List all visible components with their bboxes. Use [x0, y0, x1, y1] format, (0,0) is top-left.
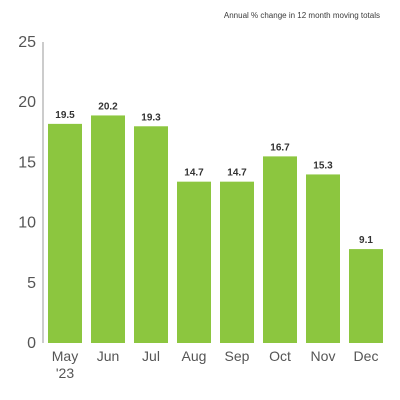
data-label-nov: 15.3 [313, 160, 333, 171]
data-label-jul: 19.3 [141, 112, 161, 123]
x-tick-label-aug: Aug [182, 348, 207, 364]
bar-oct [263, 156, 297, 343]
x-tick-label-jul: Jul [142, 348, 160, 364]
y-tick-label: 5 [27, 275, 36, 292]
bar-aug [177, 181, 211, 343]
x-tick-label-sep: Sep [225, 348, 250, 364]
bar-sep [220, 181, 254, 343]
x-tick-label-oct: Oct [269, 348, 291, 364]
x-tick-label-dec: Dec [354, 348, 379, 364]
x-tick-label-may: May [52, 348, 78, 364]
data-label-jun: 20.2 [98, 101, 118, 112]
y-tick-label: 20 [18, 94, 36, 111]
bar-jun [91, 115, 125, 343]
bar-dec [349, 249, 383, 343]
bar-may [48, 123, 82, 343]
y-tick-label: 0 [27, 335, 36, 352]
y-axis-ticks: 0 5 10 15 20 25 [18, 34, 36, 352]
x-tick-label-jun: Jun [97, 348, 120, 364]
y-tick-label: 15 [18, 154, 36, 171]
bar-nov [306, 174, 340, 343]
data-label-aug: 14.7 [184, 168, 204, 179]
y-tick-label: 25 [18, 34, 36, 51]
x-tick-sublabel-may: '23 [56, 365, 74, 381]
bar-jul [134, 126, 168, 343]
bars [48, 115, 383, 343]
data-label-sep: 14.7 [227, 168, 247, 179]
x-tick-label-nov: Nov [311, 348, 336, 364]
data-label-dec: 9.1 [359, 235, 373, 246]
y-tick-label: 10 [18, 215, 36, 232]
x-axis-ticks: May'23 Jun Jul Aug Sep Oct Nov Dec [52, 348, 379, 381]
data-label-oct: 16.7 [270, 142, 290, 153]
chart-subtitle: Annual % change in 12 month moving total… [224, 11, 380, 20]
data-label-may: 19.5 [55, 110, 75, 121]
data-labels: 19.5 20.2 19.3 14.7 14.7 16.7 15.3 9.1 [55, 101, 373, 246]
